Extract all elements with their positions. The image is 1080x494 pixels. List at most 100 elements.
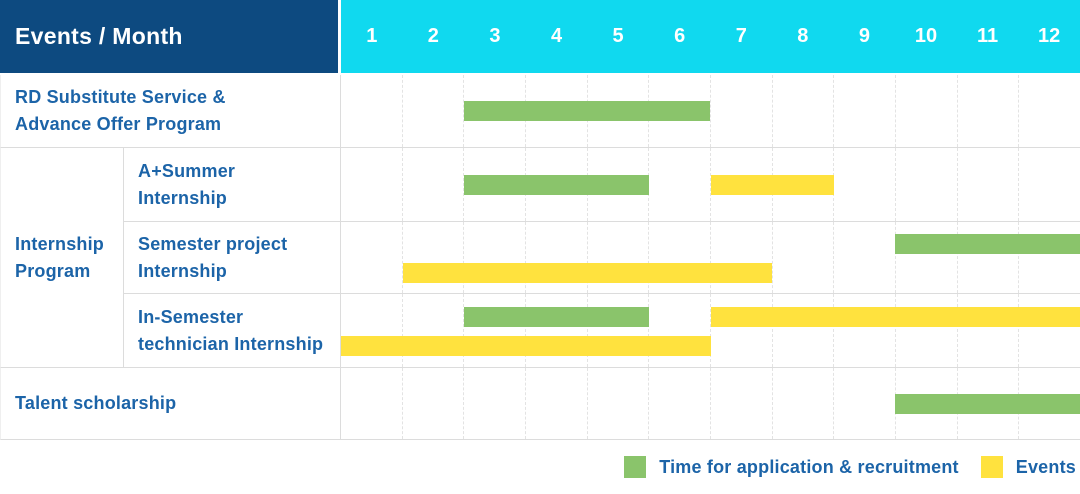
row-label-in-semester-technician-internship: In-Semester technician Internship (124, 294, 341, 368)
month-gridline (588, 368, 650, 439)
month-gridline (526, 222, 588, 293)
month-gridline (649, 148, 712, 221)
month-gridline (834, 222, 897, 293)
label-line: Internship (138, 187, 228, 208)
month-gridline (403, 148, 465, 221)
month-label: 12 (1038, 25, 1061, 47)
event-swatch-icon (980, 456, 1003, 478)
month-gridline (773, 368, 835, 439)
month-gridline (896, 75, 958, 147)
month-gridline (649, 294, 712, 367)
month-gridline (588, 294, 650, 367)
month-label: 1 (366, 25, 378, 47)
month-gridline (341, 368, 403, 439)
month-gridline (403, 75, 465, 147)
month-gridline (464, 368, 527, 439)
month-gridline (958, 75, 1020, 147)
row-label-rd-substitute-service: RD Substitute Service & Advance Offer Pr… (0, 75, 341, 148)
label-line: A+Summer (138, 160, 236, 181)
legend-item-application: Time for application & recruitment (624, 456, 959, 478)
month-label: 10 (914, 25, 938, 47)
month-gridline (464, 222, 527, 293)
month-gridline (526, 294, 588, 367)
month-gridline (341, 75, 403, 147)
month-gridline (588, 222, 650, 293)
month-gridline (834, 75, 897, 147)
row-label-semester-project-internship: Semester project Internship (124, 222, 341, 294)
month-label: 8 (797, 25, 809, 47)
application-swatch-icon (624, 456, 647, 478)
label-line: Advance Offer Program (15, 114, 222, 134)
application-bar (464, 174, 649, 195)
label-line: Internship (15, 233, 105, 254)
month-label: 5 (612, 25, 624, 47)
legend-label: Time for application & recruitment (659, 456, 959, 477)
month-gridline (958, 222, 1020, 293)
label-line: RD Substitute Service & (15, 87, 226, 107)
events-month-table: Events / Month 1 2 3 4 5 6 7 8 9 10 11 12 RD Substi… (0, 0, 1080, 440)
application-bar (464, 306, 649, 327)
month-gridline (896, 294, 958, 367)
application-bar (895, 393, 1080, 414)
month-gridline (773, 294, 835, 367)
chart-row-semester-project-internship (341, 222, 1080, 294)
month-gridline (773, 222, 835, 293)
month-gridline (1019, 148, 1080, 221)
month-gridline (649, 368, 712, 439)
month-gridline (834, 294, 897, 367)
month-gridline (896, 148, 958, 221)
application-bar (464, 101, 711, 121)
month-gridline (958, 148, 1020, 221)
event-bar (341, 335, 711, 356)
row-label-a-plus-summer-internship: A+Summer Internship (124, 148, 341, 222)
month-gridline (464, 294, 527, 367)
label-line: Semester project (138, 233, 288, 254)
chart-row-in-semester-technician-internship (341, 294, 1080, 368)
month-gridline (896, 222, 958, 293)
month-gridline (711, 75, 773, 147)
group-label-internship-program: Internship Program (0, 148, 124, 368)
legend-item-event: Events (980, 456, 1076, 478)
application-bar (895, 233, 1080, 254)
label-line: Internship (138, 260, 228, 281)
month-label: 4 (550, 25, 563, 47)
label-line: Talent scholarship (15, 393, 177, 413)
legend: Time for application & recruitment Events (0, 440, 1080, 494)
month-gridline (711, 368, 773, 439)
month-label: 7 (735, 25, 747, 47)
month-gridline (403, 368, 465, 439)
month-gridline (834, 368, 897, 439)
header-title: Events / Month (15, 23, 183, 49)
row-label-talent-scholarship: Talent scholarship (0, 368, 341, 440)
label-line: technician Internship (138, 333, 324, 354)
label-line: In-Semester (138, 306, 244, 327)
chart-row-a-plus-summer-internship (341, 148, 1080, 222)
month-gridline (773, 148, 835, 221)
month-label: 3 (489, 25, 501, 47)
month-gridline (403, 294, 465, 367)
month-label: 11 (976, 25, 999, 47)
event-bar (710, 174, 834, 195)
month-label: 2 (427, 25, 439, 47)
month-gridline (1019, 294, 1080, 367)
month-gridline (341, 148, 403, 221)
chart-row-rd-substitute-service (341, 75, 1080, 148)
month-label: 9 (858, 25, 870, 47)
month-gridline (341, 294, 403, 367)
legend-label: Events (1015, 456, 1076, 477)
month-gridline (711, 294, 773, 367)
month-gridline (403, 222, 465, 293)
header-events-month: Events / Month (0, 0, 341, 75)
month-label: 6 (674, 25, 686, 47)
chart-row-talent-scholarship (341, 368, 1080, 440)
month-gridline (649, 222, 712, 293)
month-gridline (649, 75, 712, 147)
label-line: Program (15, 260, 91, 281)
month-gridline (526, 368, 588, 439)
month-header-row: 1 2 3 4 5 6 7 8 9 10 11 12 (341, 0, 1080, 75)
event-bar (710, 306, 1080, 327)
month-gridline (834, 148, 897, 221)
month-gridline (341, 222, 403, 293)
month-gridline (1019, 75, 1080, 147)
